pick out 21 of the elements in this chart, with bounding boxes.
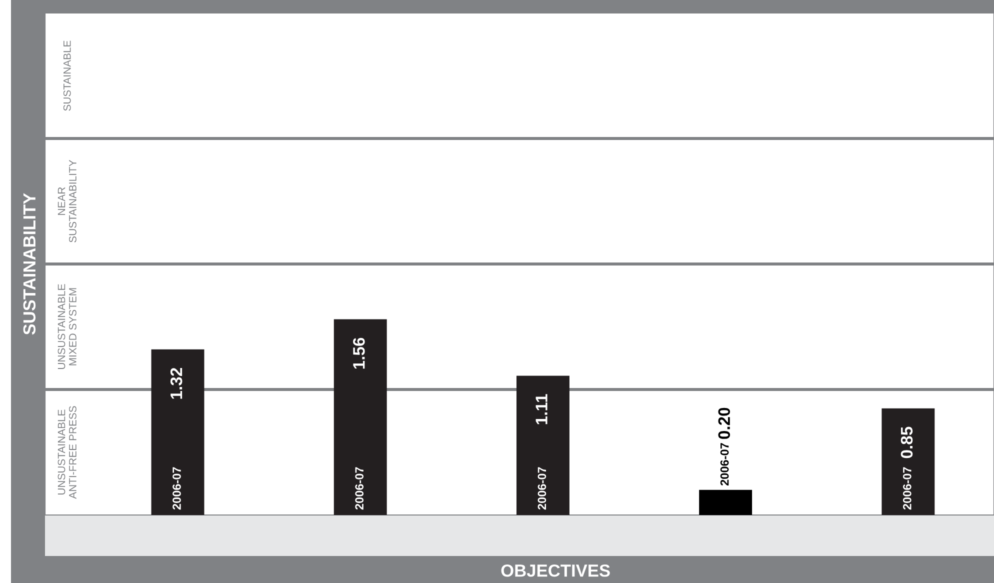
annotation: UNSUSTAINABLE MIXED SYSTEM (58, 284, 76, 369)
annotation: NEAR SUSTAINABILITY (58, 160, 76, 242)
data-label: 0.20 (718, 408, 730, 439)
data-label: 1.11 (536, 394, 548, 424)
annotation: SUSTAINABLE (63, 40, 71, 111)
bar (882, 408, 935, 515)
bar (151, 349, 204, 515)
annotation: UNSUSTAINABLE ANTI-FREE PRESS (58, 406, 76, 499)
text: 2006-07 (720, 443, 729, 486)
x-axis-title: OBJECTIVES (501, 564, 610, 577)
data-label: 1.32 (170, 368, 182, 399)
y-axis-title: SUSTAINABILITY (23, 193, 36, 335)
data-label: 1.56 (353, 338, 365, 369)
bar (334, 319, 387, 515)
text: 2006-07 (902, 467, 912, 510)
text: 2006-07 (538, 467, 546, 510)
data-label: 0.85 (900, 426, 913, 458)
text: 2006-07 (172, 467, 181, 510)
text: 2006-07 (355, 467, 364, 510)
bar (516, 376, 570, 515)
bar (699, 490, 752, 515)
